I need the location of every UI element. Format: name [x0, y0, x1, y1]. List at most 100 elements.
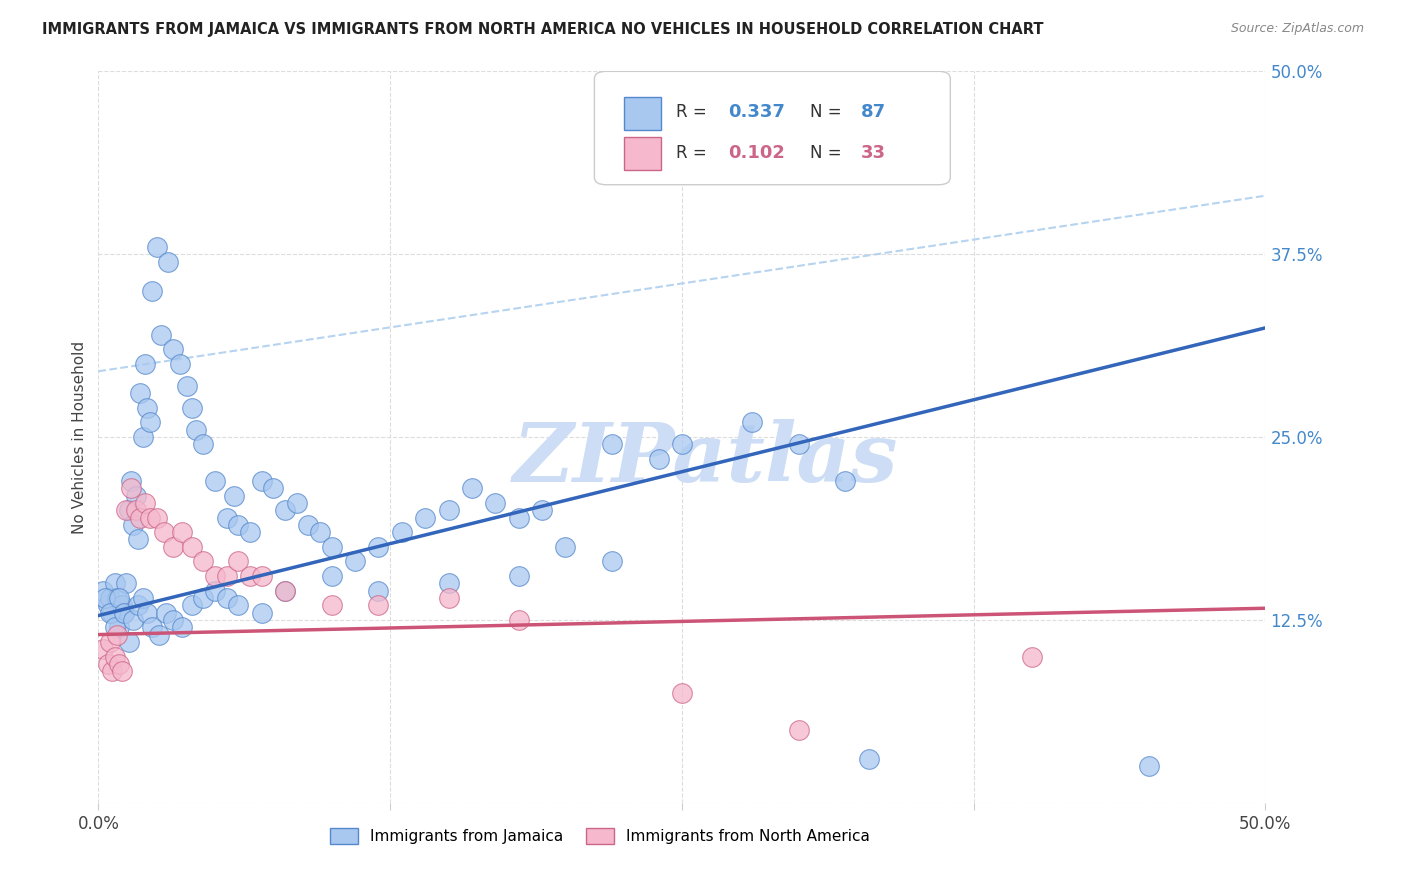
Point — [136, 606, 159, 620]
Point — [367, 599, 389, 613]
Point — [129, 510, 152, 524]
Point — [108, 620, 131, 634]
Point — [554, 540, 576, 554]
Point — [239, 525, 262, 540]
Point — [148, 627, 170, 641]
Point — [344, 554, 367, 568]
Point — [101, 664, 124, 678]
Point — [105, 627, 128, 641]
Point — [91, 642, 114, 657]
Point — [141, 284, 163, 298]
FancyBboxPatch shape — [624, 137, 661, 170]
Point — [152, 525, 174, 540]
Point — [122, 517, 145, 532]
Point — [125, 503, 148, 517]
Point — [108, 591, 131, 605]
Point — [461, 481, 484, 495]
Point — [250, 606, 273, 620]
Point — [172, 525, 194, 540]
Point — [101, 606, 124, 620]
FancyBboxPatch shape — [595, 71, 950, 185]
Text: 87: 87 — [860, 103, 886, 121]
Point — [262, 481, 284, 495]
Point — [111, 664, 134, 678]
Point — [193, 554, 215, 568]
Point — [484, 496, 506, 510]
Point — [127, 599, 149, 613]
Point — [508, 569, 530, 583]
Point — [250, 569, 273, 583]
Point — [97, 657, 120, 671]
Text: N =: N = — [810, 144, 848, 161]
Point — [647, 452, 669, 467]
Point — [180, 599, 202, 613]
Point — [104, 649, 127, 664]
Point — [600, 554, 623, 568]
Point — [98, 635, 121, 649]
Point — [741, 416, 763, 430]
Point — [129, 386, 152, 401]
Legend: Immigrants from Jamaica, Immigrants from North America: Immigrants from Jamaica, Immigrants from… — [325, 822, 876, 850]
Point — [600, 437, 623, 451]
Text: ZIPatlas: ZIPatlas — [513, 419, 898, 499]
Point — [139, 416, 162, 430]
Point — [172, 620, 194, 634]
Point — [437, 503, 460, 517]
Point — [222, 489, 245, 503]
Point — [120, 481, 142, 495]
Point — [122, 613, 145, 627]
Point — [671, 686, 693, 700]
Text: R =: R = — [676, 103, 711, 121]
Point — [437, 591, 460, 605]
Point — [228, 517, 250, 532]
Point — [834, 474, 856, 488]
Point — [530, 503, 553, 517]
Point — [1137, 759, 1160, 773]
Point — [141, 620, 163, 634]
Point — [204, 569, 226, 583]
Point — [858, 752, 880, 766]
Point — [112, 606, 135, 620]
Point — [215, 510, 238, 524]
Point — [115, 503, 138, 517]
Point — [169, 357, 191, 371]
Point — [97, 599, 120, 613]
Point — [112, 606, 135, 620]
Point — [157, 254, 180, 268]
Point — [204, 583, 226, 598]
Point — [120, 474, 142, 488]
Point — [250, 474, 273, 488]
Point — [111, 599, 134, 613]
Point — [228, 554, 250, 568]
Point — [787, 723, 810, 737]
Point — [367, 540, 389, 554]
Point — [125, 489, 148, 503]
Point — [180, 540, 202, 554]
Point — [193, 437, 215, 451]
Point — [139, 510, 162, 524]
Point — [105, 591, 128, 605]
Point — [186, 423, 208, 437]
Point — [239, 569, 262, 583]
Point — [94, 591, 117, 605]
Point — [150, 327, 173, 342]
Point — [508, 510, 530, 524]
Point — [1021, 649, 1043, 664]
Point — [413, 510, 436, 524]
Point — [671, 437, 693, 451]
Point — [367, 583, 389, 598]
Point — [162, 540, 184, 554]
Point — [104, 576, 127, 591]
Point — [180, 401, 202, 415]
Point — [108, 657, 131, 671]
Point — [193, 591, 215, 605]
Point — [162, 343, 184, 357]
Point — [437, 576, 460, 591]
Text: N =: N = — [810, 103, 848, 121]
Y-axis label: No Vehicles in Household: No Vehicles in Household — [72, 341, 87, 533]
Point — [297, 517, 319, 532]
Text: R =: R = — [676, 144, 711, 161]
Point — [215, 569, 238, 583]
Point — [146, 240, 169, 254]
Point — [136, 401, 159, 415]
